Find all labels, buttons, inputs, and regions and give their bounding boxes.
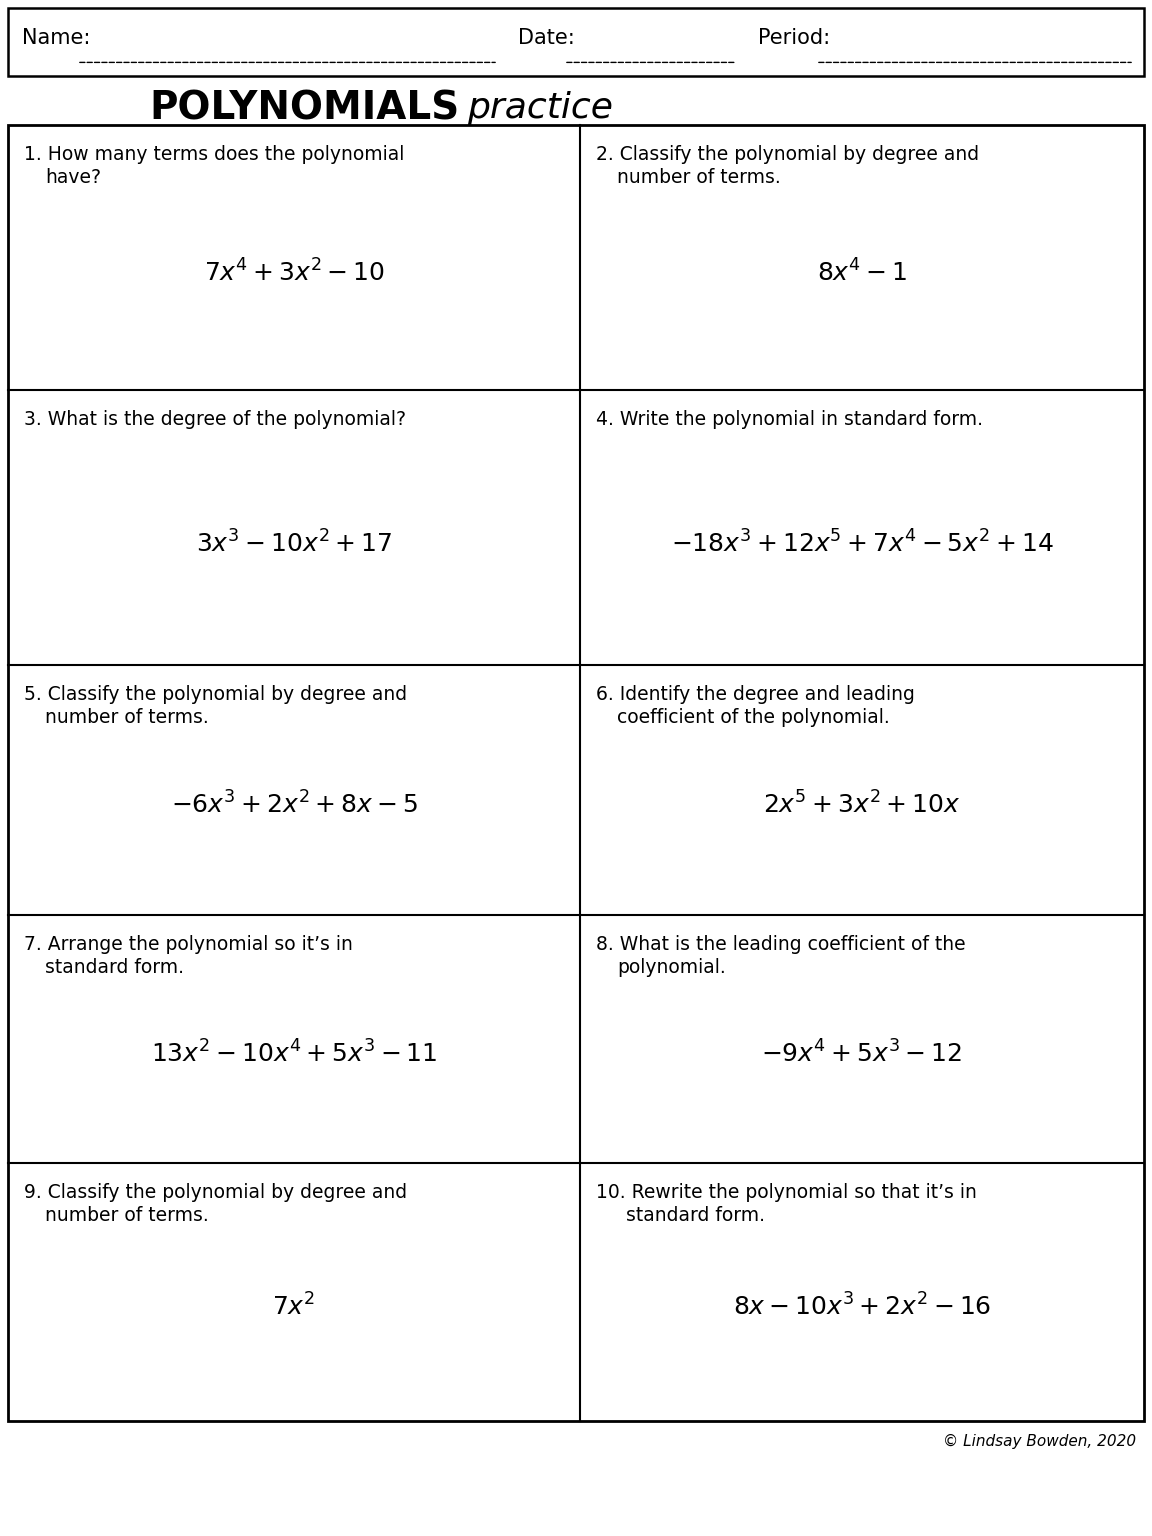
Text: 7. Arrange the polynomial so it’s in: 7. Arrange the polynomial so it’s in: [24, 935, 353, 954]
Text: have?: have?: [45, 167, 101, 187]
Text: polynomial.: polynomial.: [617, 958, 726, 977]
Text: 2. Classify the polynomial by degree and: 2. Classify the polynomial by degree and: [596, 144, 979, 164]
Text: $-18x^3 + 12x^5 + 7x^4 - 5x^2 + 14$: $-18x^3 + 12x^5 + 7x^4 - 5x^2 + 14$: [670, 530, 1053, 558]
Text: $7x^4 + 3x^2 - 10$: $7x^4 + 3x^2 - 10$: [204, 260, 385, 287]
Text: number of terms.: number of terms.: [617, 167, 781, 187]
Text: number of terms.: number of terms.: [45, 1206, 209, 1226]
Text: $3x^3 - 10x^2 + 17$: $3x^3 - 10x^2 + 17$: [196, 530, 392, 558]
Text: 10. Rewrite the polynomial so that it’s in: 10. Rewrite the polynomial so that it’s …: [596, 1183, 977, 1203]
Text: $13x^2 - 10x^4 + 5x^3 - 11$: $13x^2 - 10x^4 + 5x^3 - 11$: [151, 1040, 438, 1068]
Text: 3. What is the degree of the polynomial?: 3. What is the degree of the polynomial?: [24, 410, 406, 429]
Text: $7x^2$: $7x^2$: [272, 1293, 316, 1321]
Text: POLYNOMIALS: POLYNOMIALS: [150, 89, 460, 127]
Text: standard form.: standard form.: [626, 1206, 765, 1226]
Text: coefficient of the polynomial.: coefficient of the polynomial.: [617, 708, 889, 727]
Text: Date:: Date:: [518, 28, 575, 48]
Text: $8x^4 - 1$: $8x^4 - 1$: [817, 260, 907, 287]
Text: $8x - 10x^3 + 2x^2 - 16$: $8x - 10x^3 + 2x^2 - 16$: [733, 1293, 991, 1321]
Text: $-9x^4 + 5x^3 - 12$: $-9x^4 + 5x^3 - 12$: [761, 1040, 963, 1068]
Bar: [8, 8, 1144, 75]
Text: 9. Classify the polynomial by degree and: 9. Classify the polynomial by degree and: [24, 1183, 407, 1203]
Text: © Lindsay Bowden, 2020: © Lindsay Bowden, 2020: [942, 1433, 1136, 1448]
Text: practice: practice: [467, 91, 613, 124]
Text: $2x^5 + 3x^2 + 10x$: $2x^5 + 3x^2 + 10x$: [764, 791, 961, 819]
Text: 1. How many terms does the polynomial: 1. How many terms does the polynomial: [24, 144, 404, 164]
Bar: [8, 124, 1144, 1421]
Text: 8. What is the leading coefficient of the: 8. What is the leading coefficient of th…: [596, 935, 965, 954]
Text: $-6x^3 + 2x^2 + 8x - 5$: $-6x^3 + 2x^2 + 8x - 5$: [170, 791, 417, 819]
Text: Name:: Name:: [22, 28, 90, 48]
Text: Period:: Period:: [758, 28, 831, 48]
Text: standard form.: standard form.: [45, 958, 184, 977]
Text: number of terms.: number of terms.: [45, 708, 209, 727]
Text: 6. Identify the degree and leading: 6. Identify the degree and leading: [596, 685, 915, 703]
Text: 4. Write the polynomial in standard form.: 4. Write the polynomial in standard form…: [596, 410, 983, 429]
Text: 5. Classify the polynomial by degree and: 5. Classify the polynomial by degree and: [24, 685, 407, 703]
